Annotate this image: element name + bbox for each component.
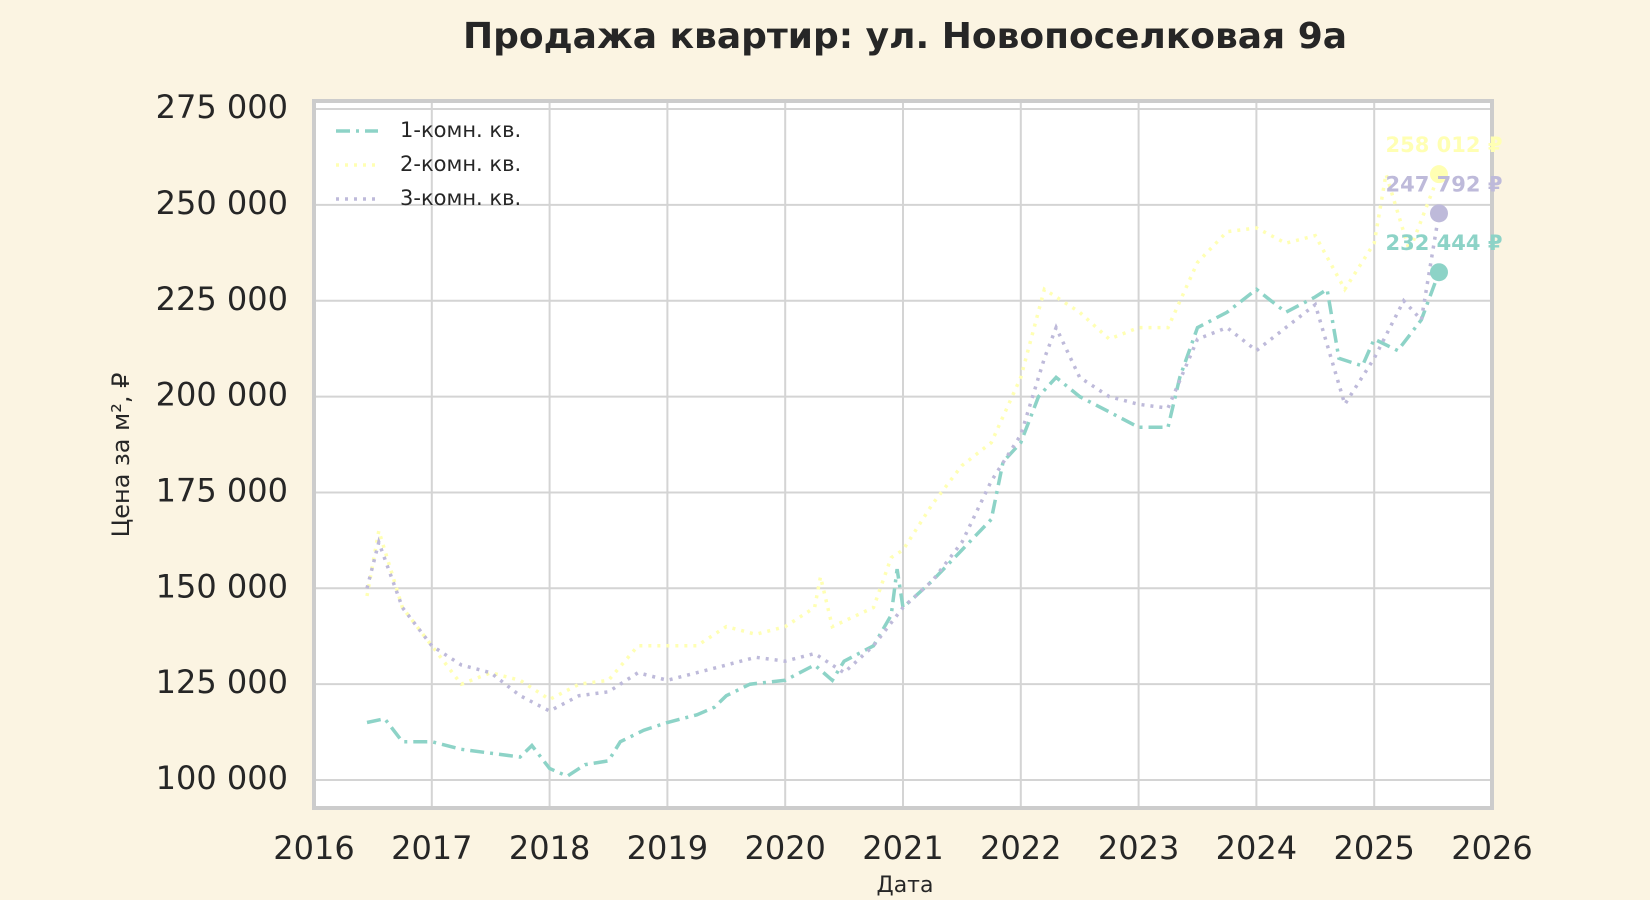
legend-label: 3-комн. кв. (400, 186, 521, 210)
y-tick-label: 125 000 (156, 663, 288, 701)
series-line (365, 173, 1441, 702)
y-tick-label: 100 000 (156, 759, 288, 797)
x-tick-label: 2022 (980, 829, 1061, 867)
y-tick-label: 175 000 (156, 471, 288, 509)
end-label: 258 012 ₽ (1386, 133, 1503, 157)
x-tick-label: 2026 (1451, 829, 1532, 867)
end-marker (1429, 263, 1448, 282)
series-line (365, 213, 1441, 713)
y-axis-label: Цена за м², ₽ (107, 373, 135, 538)
y-tick-label: 250 000 (156, 184, 288, 222)
x-tick-label: 2017 (391, 829, 472, 867)
legend-label: 2-комн. кв. (400, 152, 521, 176)
end-marker (1429, 204, 1448, 223)
end-marker (1429, 165, 1448, 184)
x-tick-label: 2021 (862, 829, 943, 867)
end-label: 247 792 ₽ (1386, 172, 1503, 196)
x-tick-label: 2024 (1216, 829, 1297, 867)
end-label: 232 444 ₽ (1386, 231, 1503, 255)
x-tick-label: 2025 (1333, 829, 1414, 867)
x-tick-label: 2023 (1098, 829, 1179, 867)
x-tick-label: 2019 (627, 829, 708, 867)
x-tick-label: 2020 (744, 829, 825, 867)
chart-title: Продажа квартир: ул. Новопоселковая 9а (463, 16, 1347, 57)
y-tick-label: 150 000 (156, 567, 288, 605)
y-tick-label: 275 000 (156, 88, 288, 126)
x-tick-label: 2016 (273, 829, 354, 867)
y-tick-label: 225 000 (156, 280, 288, 318)
legend-label: 1-комн. кв. (400, 118, 521, 142)
plot-border (312, 99, 1494, 810)
y-tick-label: 200 000 (156, 376, 288, 414)
x-axis-label: Дата (877, 873, 934, 898)
series-line (366, 271, 1441, 779)
x-tick-label: 2018 (509, 829, 590, 867)
